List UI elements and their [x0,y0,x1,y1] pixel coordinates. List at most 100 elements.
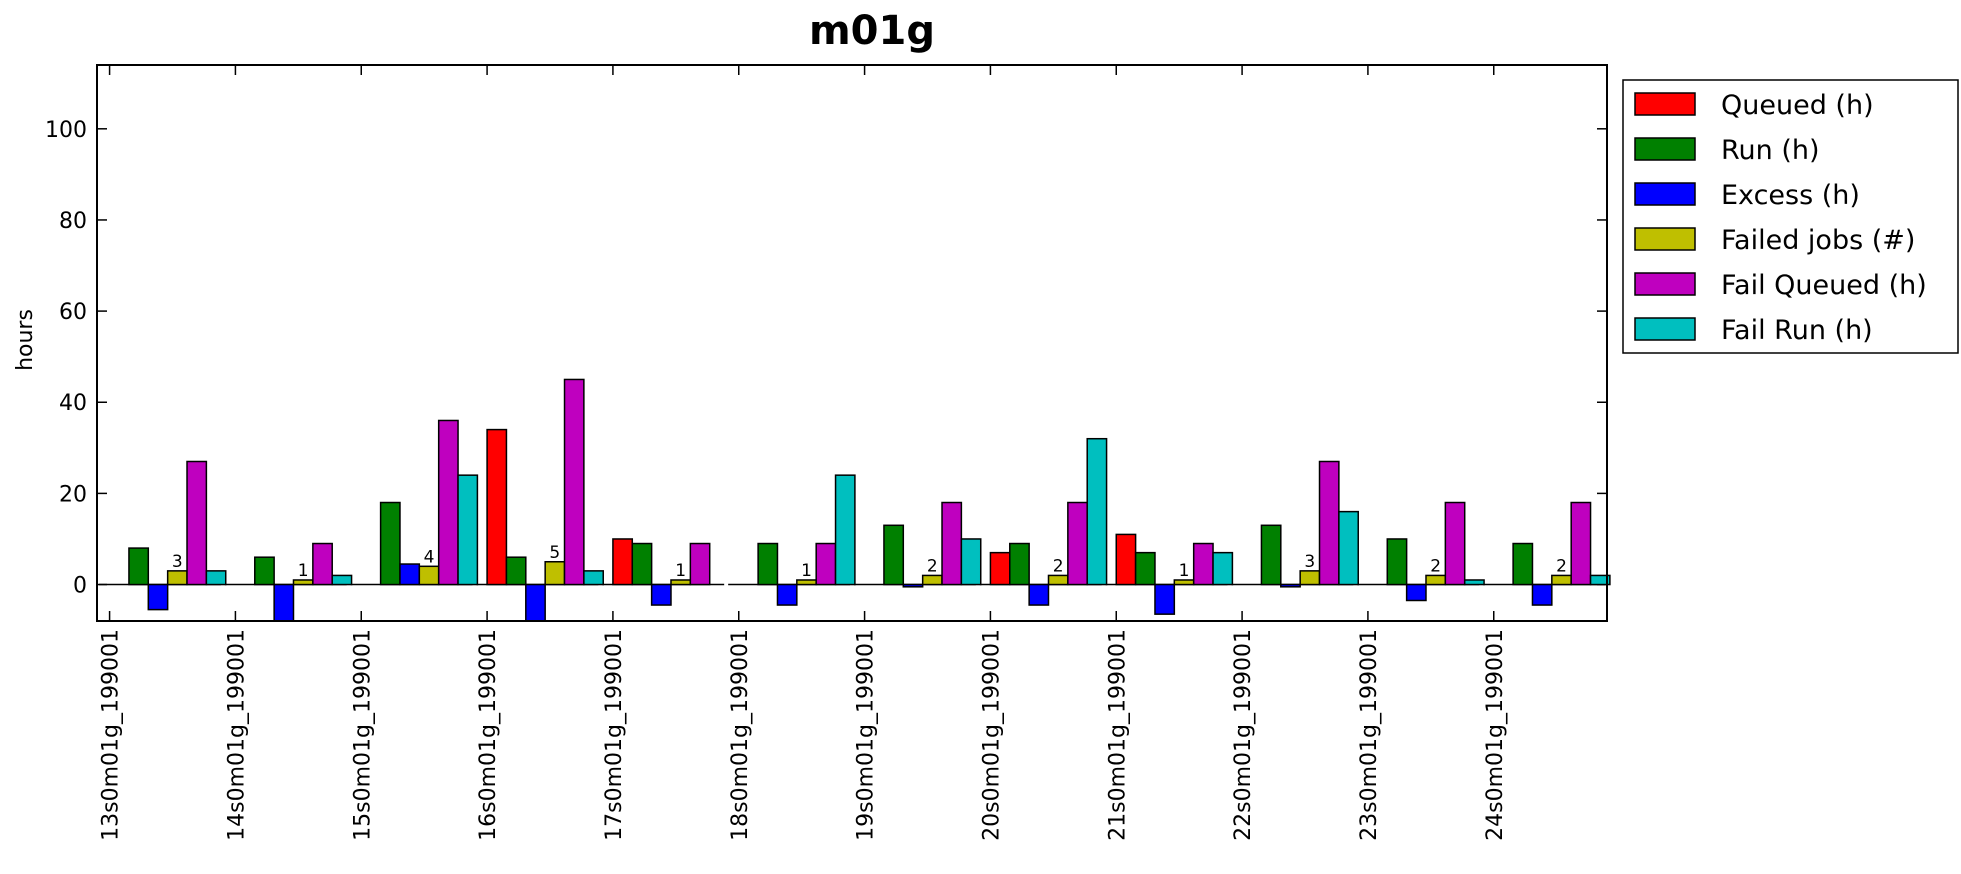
bar [1212,551,1234,586]
y-tick-label: 80 [59,209,87,234]
bar [1405,583,1427,602]
legend-swatch [1634,92,1696,116]
x-tick-label: 16s0m01g_199001 [476,629,501,841]
bar [1531,583,1553,606]
data-label: 1 [675,561,686,581]
bar [1338,510,1359,586]
bar [1589,574,1611,586]
x-tick-label: 20s0m01g_199001 [979,629,1004,841]
bar [1512,542,1534,586]
bar [399,563,421,586]
bar [989,551,1011,586]
legend-label: Excess (h) [1721,180,1860,211]
bar [1386,538,1408,586]
legend-swatch [1634,317,1696,341]
y-tick-label: 100 [45,118,87,143]
bar [418,565,440,586]
y-tick-label: 60 [59,300,87,325]
legend-label: Run (h) [1721,135,1820,166]
data-label: 5 [549,543,560,563]
labels: 0 20 40 60 80 100 13s0m01g_199001 14s0m01g_1990… [45,118,1567,841]
x-tick-label: 19s0m01g_199001 [854,629,879,841]
legend-swatch [1634,182,1696,206]
y-tick-label: 20 [59,482,87,507]
bar [1463,579,1485,586]
bar [563,378,585,586]
data-label: 1 [801,561,812,581]
legend-label: Failed jobs (#) [1721,225,1915,256]
x-tick-label: 21s0m01g_199001 [1105,629,1130,841]
bar [1425,574,1447,586]
x-tick-label: 23s0m01g_199001 [1357,629,1382,841]
legend-frame [1622,79,1959,354]
legend-label: Fail Run (h) [1721,315,1873,346]
bar [505,556,527,586]
plot-frame [96,64,1608,622]
bar [379,501,401,586]
legend-label: Queued (h) [1721,90,1874,121]
bar [1299,570,1321,586]
bar [186,460,208,586]
y-tick-label: 0 [73,574,87,599]
bar [128,547,150,586]
x-tick-label: 24s0m01g_199001 [1483,629,1508,841]
bar [457,474,479,586]
bar [331,574,353,586]
x-tick-label: 15s0m01g_199001 [350,629,375,841]
bar [525,583,546,622]
bar [631,542,653,586]
bar [486,428,508,586]
x-tick-label: 18s0m01g_199001 [728,629,753,841]
data-label: 1 [298,561,309,581]
bar [757,542,779,586]
x-tick-label: 22s0m01g_199001 [1231,629,1256,841]
data-label: 2 [1053,556,1064,576]
bar [1260,524,1282,586]
data-label: 2 [1556,556,1567,576]
data-label: 1 [1179,561,1190,581]
bar [1570,501,1592,586]
y-tick-label: 40 [59,391,87,416]
data-label: 3 [1304,552,1315,572]
bar [273,583,295,622]
bar [1047,574,1069,586]
data-label: 3 [172,552,183,572]
chart-title: m01g [809,8,935,54]
bar [1192,542,1214,586]
bar [205,570,227,586]
y-axis-label: hours [13,309,38,371]
bar [1280,583,1301,588]
x-tick-label: 13s0m01g_199001 [99,629,124,841]
bar [1009,542,1030,586]
bar [1028,583,1050,606]
bar [1551,574,1572,586]
data-label: 4 [424,547,435,567]
bar [776,583,798,606]
bar [437,419,459,586]
bar [583,570,604,586]
bar [921,574,943,586]
bar [883,524,905,586]
x-tick-label: 14s0m01g_199001 [224,629,249,841]
data-label: 2 [1430,556,1441,576]
legend: Queued (h) Run (h) Excess (h) Failed jobs (… [1622,79,1959,354]
bar [254,556,275,586]
bar [166,570,188,586]
bar [689,542,711,586]
legend-swatch [1634,227,1696,251]
x-tick-label: 17s0m01g_199001 [602,629,627,841]
bars [128,378,1611,622]
bar [544,561,566,586]
bar [815,542,837,586]
legend-swatch [1634,272,1696,296]
bar [1318,460,1340,586]
bar [960,538,982,586]
bar [1086,437,1108,586]
bar [1134,551,1156,586]
bar [1444,501,1466,586]
bar [1067,501,1088,586]
bar [312,542,333,586]
bar [1115,533,1137,586]
bar [650,583,672,606]
bar [1154,583,1176,615]
